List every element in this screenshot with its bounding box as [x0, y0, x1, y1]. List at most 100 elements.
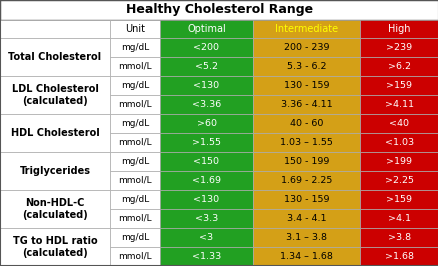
Text: Intermediate: Intermediate	[274, 24, 337, 34]
Text: Non-HDL-C
(calculated): Non-HDL-C (calculated)	[22, 198, 88, 220]
Text: High: High	[387, 24, 410, 34]
Bar	[110, 95, 159, 114]
Bar	[0, 190, 110, 228]
Text: <3: <3	[199, 233, 213, 242]
Text: <130: <130	[193, 81, 219, 90]
Text: >60: >60	[196, 119, 216, 128]
Bar	[359, 228, 438, 247]
Bar	[252, 57, 359, 76]
Bar	[159, 114, 252, 133]
Bar	[359, 247, 438, 266]
Bar	[252, 76, 359, 95]
Text: 1.34 – 1.68: 1.34 – 1.68	[279, 252, 332, 261]
Bar	[359, 57, 438, 76]
Text: >3.8: >3.8	[387, 233, 410, 242]
Text: mmol/L: mmol/L	[118, 62, 152, 71]
Text: mg/dL: mg/dL	[120, 233, 149, 242]
Bar	[252, 190, 359, 209]
Bar	[110, 171, 159, 190]
Text: LDL Cholesterol
(calculated): LDL Cholesterol (calculated)	[11, 84, 98, 106]
Bar	[110, 209, 159, 228]
Bar	[0, 114, 110, 152]
Text: TG to HDL ratio
(calculated): TG to HDL ratio (calculated)	[13, 236, 97, 258]
Text: 200 - 239: 200 - 239	[283, 43, 328, 52]
Text: 130 - 159: 130 - 159	[283, 195, 328, 204]
Text: <1.03: <1.03	[384, 138, 413, 147]
Text: mg/dL: mg/dL	[120, 119, 149, 128]
Bar	[159, 190, 252, 209]
Bar	[0, 38, 110, 76]
Bar	[159, 228, 252, 247]
Bar	[359, 152, 438, 171]
Bar	[359, 20, 438, 38]
Bar	[110, 76, 159, 95]
Bar	[252, 95, 359, 114]
Text: >2.25: >2.25	[384, 176, 413, 185]
Text: Optimal: Optimal	[187, 24, 226, 34]
Text: >1.55: >1.55	[191, 138, 220, 147]
Bar	[159, 209, 252, 228]
Bar	[359, 209, 438, 228]
Text: <1.69: <1.69	[191, 176, 220, 185]
Bar	[359, 114, 438, 133]
Bar	[0, 20, 110, 38]
Bar	[110, 247, 159, 266]
Text: >239: >239	[385, 43, 412, 52]
Text: >159: >159	[385, 81, 412, 90]
Text: 3.1 – 3.8: 3.1 – 3.8	[285, 233, 326, 242]
Bar	[159, 38, 252, 57]
Text: mmol/L: mmol/L	[118, 100, 152, 109]
Text: >199: >199	[385, 157, 412, 166]
Text: mmol/L: mmol/L	[118, 252, 152, 261]
Bar	[0, 76, 110, 114]
Text: >4.1: >4.1	[387, 214, 410, 223]
Bar	[252, 228, 359, 247]
Bar	[159, 57, 252, 76]
Bar	[159, 247, 252, 266]
Text: <5.2: <5.2	[194, 62, 218, 71]
Bar	[359, 190, 438, 209]
Text: mmol/L: mmol/L	[118, 176, 152, 185]
Text: >1.68: >1.68	[384, 252, 413, 261]
Bar	[110, 228, 159, 247]
Text: 150 - 199: 150 - 199	[283, 157, 328, 166]
Bar	[252, 209, 359, 228]
Text: >4.11: >4.11	[384, 100, 413, 109]
Bar	[359, 38, 438, 57]
Bar	[159, 20, 252, 38]
Bar	[359, 133, 438, 152]
Bar	[110, 114, 159, 133]
Bar	[110, 57, 159, 76]
Bar	[252, 247, 359, 266]
Text: 3.36 - 4.11: 3.36 - 4.11	[280, 100, 332, 109]
Text: 40 - 60: 40 - 60	[289, 119, 322, 128]
Bar	[252, 133, 359, 152]
Bar	[252, 152, 359, 171]
Text: <1.33: <1.33	[191, 252, 221, 261]
Text: mg/dL: mg/dL	[120, 195, 149, 204]
Bar	[0, 0, 438, 20]
Bar	[0, 152, 110, 190]
Bar	[359, 95, 438, 114]
Bar	[110, 190, 159, 209]
Text: >6.2: >6.2	[387, 62, 410, 71]
Text: 5.3 - 6.2: 5.3 - 6.2	[286, 62, 325, 71]
Text: 1.69 - 2.25: 1.69 - 2.25	[280, 176, 332, 185]
Bar	[359, 76, 438, 95]
Bar	[159, 171, 252, 190]
Text: Unit: Unit	[125, 24, 145, 34]
Bar	[252, 20, 359, 38]
Text: mg/dL: mg/dL	[120, 43, 149, 52]
Text: <3.36: <3.36	[191, 100, 221, 109]
Bar	[252, 38, 359, 57]
Text: Triglycerides: Triglycerides	[19, 166, 90, 176]
Bar	[359, 171, 438, 190]
Bar	[252, 171, 359, 190]
Text: <150: <150	[193, 157, 219, 166]
Text: >159: >159	[385, 195, 412, 204]
Text: HDL Cholesterol: HDL Cholesterol	[11, 128, 99, 138]
Text: <130: <130	[193, 195, 219, 204]
Text: 3.4 - 4.1: 3.4 - 4.1	[286, 214, 325, 223]
Text: 130 - 159: 130 - 159	[283, 81, 328, 90]
Bar	[0, 228, 110, 266]
